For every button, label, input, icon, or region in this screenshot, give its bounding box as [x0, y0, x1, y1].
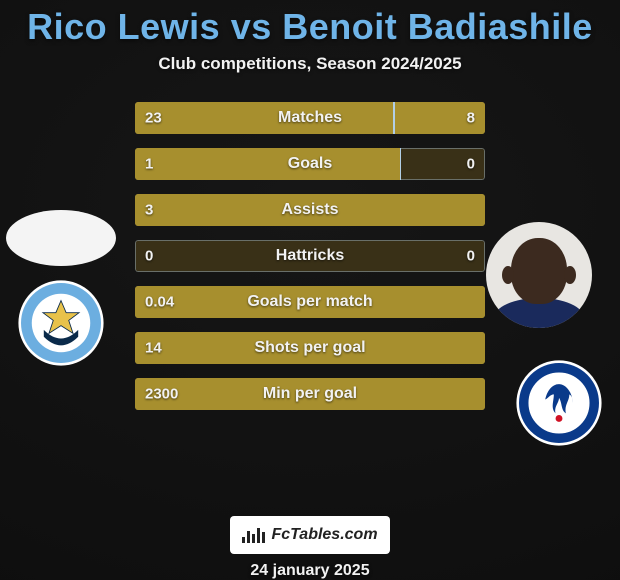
- stat-label: Goals per match: [247, 293, 372, 311]
- stat-right-value: 8: [467, 110, 475, 127]
- stat-row: 1 Goals 0: [135, 148, 485, 180]
- footer-date: 24 january 2025: [250, 562, 369, 580]
- stat-left-value: 0.04: [145, 294, 174, 311]
- stat-row: 23 Matches 8: [135, 102, 485, 134]
- stat-label: Min per goal: [263, 385, 357, 403]
- stat-right-value: 0: [467, 248, 475, 265]
- stat-row: 3 Assists: [135, 194, 485, 226]
- player-right-avatar: [486, 222, 592, 328]
- stat-label: Shots per goal: [254, 339, 365, 357]
- subtitle: Club competitions, Season 2024/2025: [158, 54, 461, 74]
- brand-badge: FcTables.com: [230, 516, 390, 554]
- stat-left-value: 1: [145, 156, 153, 173]
- stat-label: Assists: [282, 201, 339, 219]
- stat-right-value: 0: [467, 156, 475, 173]
- stat-row: 0 Hattricks 0: [135, 240, 485, 272]
- club-crest-right: [516, 360, 602, 446]
- stat-row: 14 Shots per goal: [135, 332, 485, 364]
- stat-row: 0.04 Goals per match: [135, 286, 485, 318]
- stat-label: Hattricks: [276, 247, 344, 265]
- player-left-avatar: [6, 210, 116, 266]
- bars-icon: [242, 528, 265, 543]
- stat-left-value: 0: [145, 248, 153, 265]
- brand-text: FcTables.com: [271, 526, 377, 544]
- stat-label: Matches: [278, 109, 342, 127]
- stat-left-value: 14: [145, 340, 162, 357]
- comparison-chart: 23 Matches 8 1 Goals 0 3 Assists 0 Hattricks 0 0.04…: [0, 102, 620, 514]
- page-title: Rico Lewis vs Benoit Badiashile: [27, 6, 593, 48]
- club-crest-left: [18, 280, 104, 366]
- stat-left-value: 2300: [145, 386, 178, 403]
- stat-row: 2300 Min per goal: [135, 378, 485, 410]
- stat-label: Goals: [288, 155, 332, 173]
- stat-left-value: 3: [145, 202, 153, 219]
- stat-left-value: 23: [145, 110, 162, 127]
